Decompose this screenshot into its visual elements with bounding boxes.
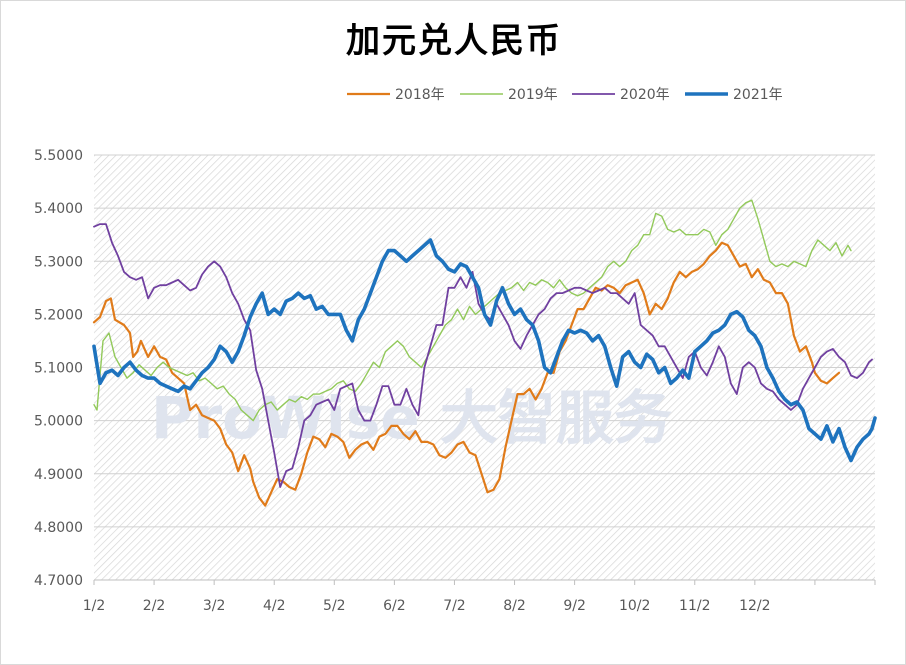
x-tick-label: 8/2 bbox=[503, 598, 526, 614]
axes: 4.7000 4.8000 4.9000 5.0000 5.1000 5.2000 5.30… bbox=[34, 148, 876, 614]
x-tick-label: 3/2 bbox=[203, 598, 226, 614]
legend: 2018年 2019年 2020年 2021年 bbox=[347, 87, 783, 103]
series-line-2018 bbox=[92, 241, 841, 507]
gridlines bbox=[94, 154, 875, 528]
chart-title: 加元兑人民币 bbox=[346, 21, 562, 61]
legend-label: 2019年 bbox=[508, 87, 558, 103]
legend-label: 2018年 bbox=[395, 87, 445, 103]
y-tick-label: 4.8000 bbox=[34, 520, 83, 536]
x-tick-label: 11/2 bbox=[679, 598, 710, 614]
x-tick-label: 4/2 bbox=[263, 598, 286, 614]
y-tick-label: 5.5000 bbox=[34, 148, 83, 164]
watermark-text: ProWise 大智服务 bbox=[151, 384, 672, 452]
x-tick-label: 5/2 bbox=[323, 598, 346, 614]
x-tick-label: 7/2 bbox=[443, 598, 466, 614]
y-tick-label: 4.7000 bbox=[34, 573, 83, 589]
x-tick-label: 6/2 bbox=[383, 598, 406, 614]
x-tick-label: 1/2 bbox=[83, 598, 106, 614]
x-tick-label: 12/2 bbox=[739, 598, 770, 614]
y-tick-label: 4.9000 bbox=[34, 467, 83, 483]
legend-label: 2021年 bbox=[733, 87, 783, 103]
y-tick-label: 5.0000 bbox=[34, 414, 83, 430]
x-tick-label: 9/2 bbox=[563, 598, 586, 614]
y-tick-label: 5.4000 bbox=[34, 201, 83, 217]
x-tick-label: 10/2 bbox=[619, 598, 650, 614]
series-layer bbox=[92, 199, 877, 507]
legend-label: 2020年 bbox=[620, 87, 670, 103]
y-tick-label: 5.2000 bbox=[34, 307, 83, 323]
x-tick-label: 2/2 bbox=[143, 598, 166, 614]
series-line-2019 bbox=[93, 199, 852, 422]
y-tick-label: 5.3000 bbox=[34, 254, 83, 270]
series-line-2021 bbox=[92, 238, 877, 463]
y-tick-label: 5.1000 bbox=[34, 361, 83, 377]
